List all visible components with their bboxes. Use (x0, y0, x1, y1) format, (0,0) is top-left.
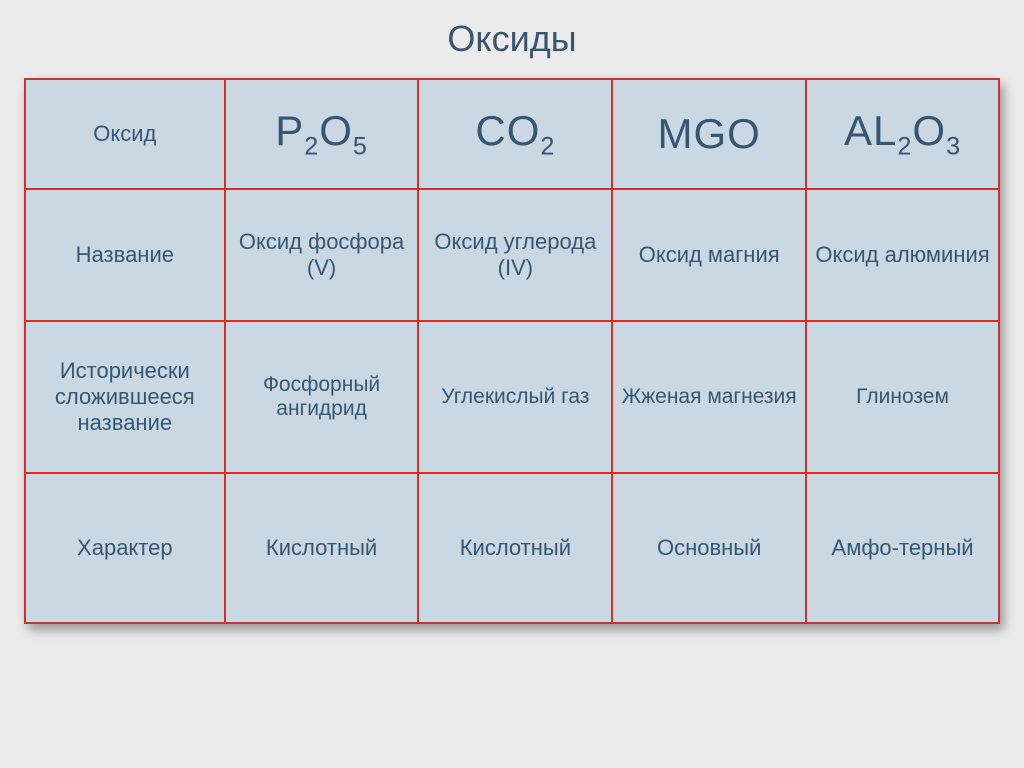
formula-cell: P2O5 (225, 79, 419, 189)
character-cell: Кислотный (225, 473, 419, 623)
table-row: Характер Кислотный Кислотный Основный Ам… (25, 473, 999, 623)
formula-cell: CO2 (418, 79, 612, 189)
table-row: Название Оксид фосфора (V) Оксид углерод… (25, 189, 999, 321)
historical-cell: Углекислый газ (418, 321, 612, 473)
historical-cell: Глинозем (806, 321, 999, 473)
name-cell: Оксид углерода (IV) (418, 189, 612, 321)
row-label-character: Характер (25, 473, 225, 623)
character-cell: Кислотный (418, 473, 612, 623)
table-row: Оксид P2O5 CO2 MGO AL2O3 (25, 79, 999, 189)
row-label-oxide: Оксид (25, 79, 225, 189)
oxides-table: Оксид P2O5 CO2 MGO AL2O3 Название Оксид … (24, 78, 1000, 624)
character-cell: Основный (612, 473, 806, 623)
historical-cell: Фосфорный ангидрид (225, 321, 419, 473)
row-label-historical: Исторически сложившееся название (25, 321, 225, 473)
formula-cell: MGO (612, 79, 806, 189)
character-cell: Амфо-терный (806, 473, 999, 623)
formula-cell: AL2O3 (806, 79, 999, 189)
name-cell: Оксид алюминия (806, 189, 999, 321)
oxides-table-wrap: Оксид P2O5 CO2 MGO AL2O3 Название Оксид … (24, 78, 1000, 624)
name-cell: Оксид магния (612, 189, 806, 321)
row-label-name: Название (25, 189, 225, 321)
name-cell: Оксид фосфора (V) (225, 189, 419, 321)
slide-canvas: Оксиды Оксид P2O5 CO2 MGO AL2O3 Название… (0, 0, 1024, 768)
historical-cell: Жженая магнезия (612, 321, 806, 473)
table-row: Исторически сложившееся название Фосфорн… (25, 321, 999, 473)
slide-title: Оксиды (0, 0, 1024, 78)
